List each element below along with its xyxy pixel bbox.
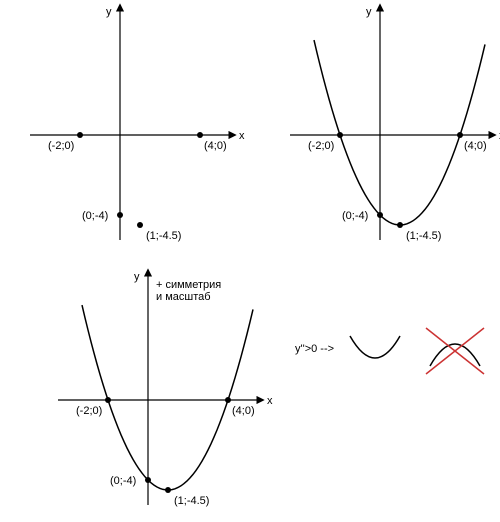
point-p3	[117, 212, 123, 218]
point-p3	[145, 477, 151, 483]
point-label-p3: (0;-4)	[82, 210, 108, 222]
coordinate-plane: x y (-2;0) (4;0) (0;-4) (1;-4.5)	[30, 5, 245, 242]
point-p1	[337, 132, 343, 138]
point-p3	[377, 212, 383, 218]
x-axis-label: x	[239, 130, 245, 142]
point-label-p2: (4;0)	[232, 405, 255, 417]
y-axis-label: y	[366, 6, 372, 18]
point-p4	[397, 222, 403, 228]
point-p4	[137, 222, 143, 228]
point-label-p1: (-2;0)	[48, 140, 74, 152]
point-p1	[105, 397, 111, 403]
concave-down-icon	[430, 344, 480, 366]
coordinate-plane: xy(-2;0)(4;0)(0;-4)(1;-4.5)	[290, 5, 500, 242]
point-label-p2: (4;0)	[204, 140, 227, 152]
y-axis-label: y	[134, 271, 140, 283]
point-label-p4: (1;-4.5)	[146, 230, 181, 242]
coordinate-plane: x y (-2;0) (4;0) (0;-4) (1;-4.5) + симметрияи …	[58, 270, 273, 507]
point-label-p3: (0;-4)	[342, 210, 368, 222]
point-label-p1: (-2;0)	[308, 140, 334, 152]
point-p1	[77, 132, 83, 138]
concave-up-icon	[350, 336, 400, 358]
point-label-p4: (1;-4.5)	[406, 230, 441, 242]
point-p2	[457, 132, 463, 138]
point-p2	[197, 132, 203, 138]
point-label-p4: (1;-4.5)	[174, 495, 209, 507]
concavity-label: y''>0 -->	[295, 343, 334, 355]
concavity-demo: y''>0 -->	[295, 328, 484, 374]
point-p2	[225, 397, 231, 403]
point-label-p1: (-2;0)	[76, 405, 102, 417]
math-diagram: x y (-2;0) (4;0) (0;-4) (1;-4.5) x y (-2;0) (4;0)…	[0, 0, 500, 522]
symmetry-note-line1: и масштаб	[156, 291, 211, 303]
point-p4	[165, 487, 171, 493]
y-axis-label: y	[106, 6, 112, 18]
point-label-p3: (0;-4)	[110, 475, 136, 487]
x-axis-label: x	[267, 395, 273, 407]
point-label-p2: (4;0)	[464, 140, 487, 152]
symmetry-note-line0: + симметрия	[156, 279, 221, 291]
